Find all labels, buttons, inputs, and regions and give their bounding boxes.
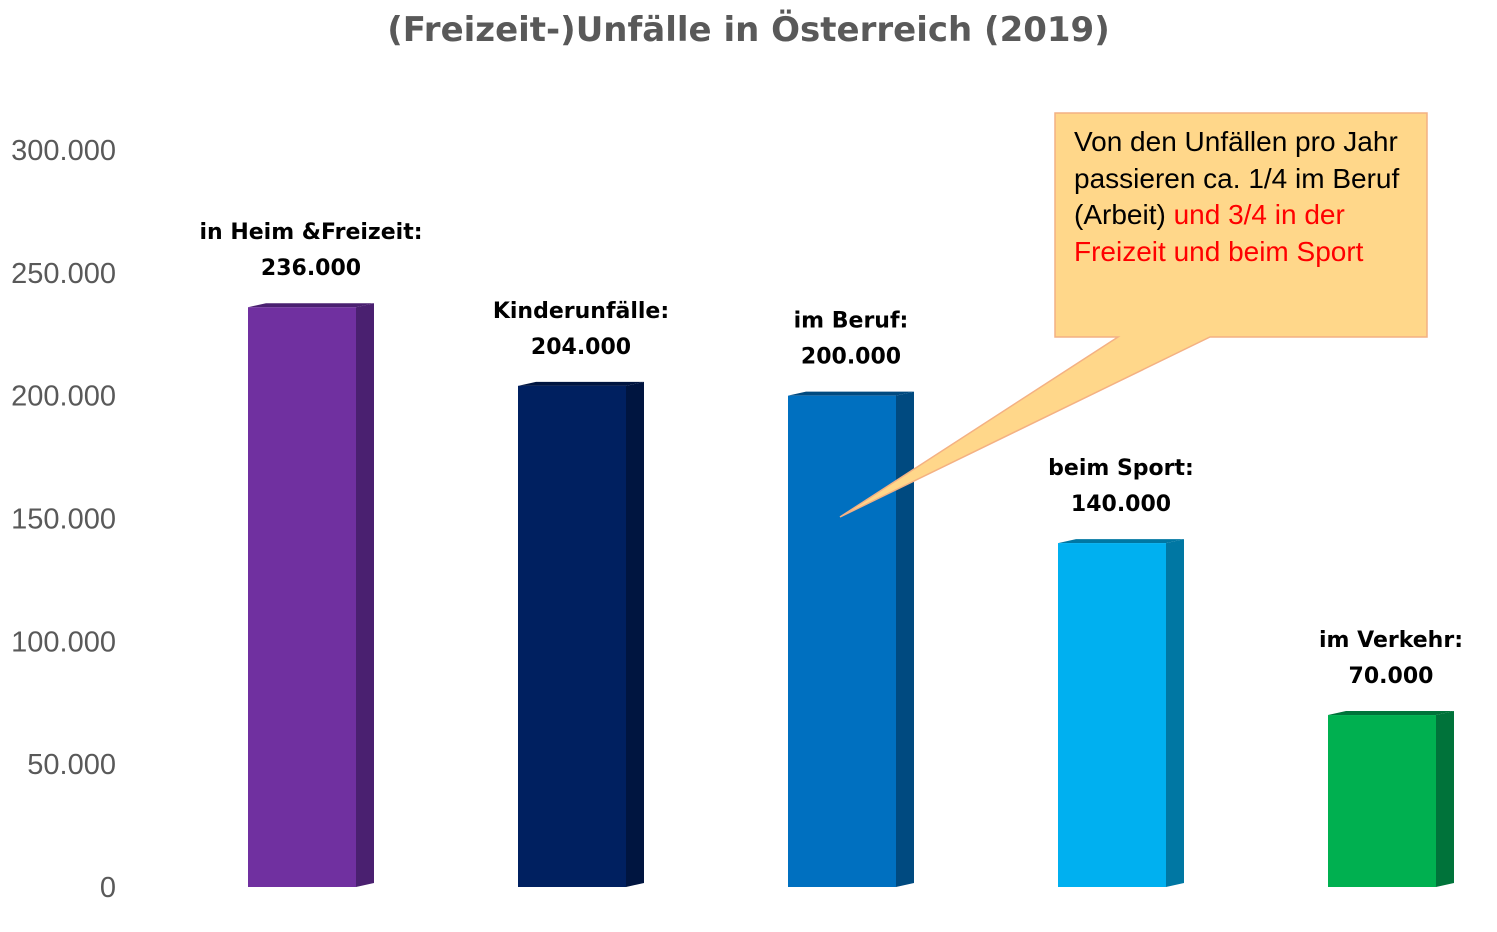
bar-category-label: im Verkehr: — [1319, 628, 1463, 653]
y-tick-label: 300.000 — [11, 135, 116, 167]
bar-front-face — [518, 385, 626, 887]
bar-value-label: 204.000 — [531, 335, 631, 360]
y-tick-label: 200.000 — [11, 381, 116, 413]
bar-side-face — [1436, 711, 1454, 887]
bar-category-label: im Beruf: — [794, 309, 909, 334]
bar-labels-group: in Heim &Freizeit: 236.000 Kinderunfälle: 2… — [199, 220, 1463, 689]
bar-top-face — [1058, 539, 1184, 544]
bar-top-face — [788, 391, 914, 396]
bar — [788, 391, 914, 887]
bar-side-face — [1166, 539, 1184, 887]
callout-bubble — [839, 112, 1428, 518]
bar — [518, 381, 644, 887]
y-tick-label: 50.000 — [27, 749, 116, 781]
bar — [1058, 539, 1184, 887]
y-tick-label: 100.000 — [11, 626, 116, 658]
bar-value-label: 200.000 — [801, 345, 901, 370]
y-tick-label: 150.000 — [11, 504, 116, 536]
bar-value-label: 236.000 — [261, 256, 361, 281]
callout-text: Von den Unfällen pro Jahr passieren ca. … — [1074, 124, 1414, 270]
bar-category-label: beim Sport: — [1048, 456, 1194, 481]
bar-top-face — [248, 303, 374, 308]
bar-category-label: in Heim &Freizeit: — [199, 220, 422, 245]
callout-text-highlight: und 3/4 in der Freizeit und beim Sport — [1074, 199, 1364, 267]
y-tick-label: 0 — [100, 872, 116, 904]
callout — [839, 112, 1428, 518]
bar-value-label: 140.000 — [1071, 492, 1171, 517]
y-tick-label: 250.000 — [11, 258, 116, 290]
bar-front-face — [1058, 543, 1166, 887]
bar-front-face — [1328, 715, 1436, 887]
bar-category-label: Kinderunfälle: — [493, 299, 669, 324]
y-axis: 0 50.000 100.000 150.000 200.000 250.000 300.0… — [11, 135, 116, 904]
bar-side-face — [626, 381, 644, 887]
bar-front-face — [788, 395, 896, 887]
bar-top-face — [1328, 711, 1454, 716]
bar — [248, 303, 374, 887]
bar-front-face — [248, 307, 356, 887]
bar-side-face — [356, 303, 374, 887]
bars-group — [248, 303, 1454, 887]
chart-title: (Freizeit-)Unfälle in Österreich (2019) — [387, 10, 1110, 50]
callout-text-main: Von den Unfällen pro Jahr passieren ca. … — [1074, 126, 1400, 230]
bar-top-face — [518, 381, 644, 386]
bar-value-label: 70.000 — [1349, 664, 1434, 689]
bar — [1328, 711, 1454, 887]
bar-side-face — [896, 391, 914, 887]
